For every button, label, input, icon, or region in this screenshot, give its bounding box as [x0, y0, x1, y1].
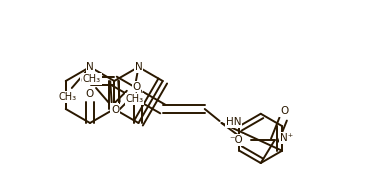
Text: N⁺: N⁺	[280, 133, 293, 143]
Text: O: O	[80, 76, 88, 86]
Text: O: O	[134, 89, 142, 99]
Text: O: O	[132, 82, 141, 92]
Text: O: O	[280, 106, 288, 116]
Text: CH₃: CH₃	[59, 92, 77, 102]
Text: CH₃: CH₃	[125, 94, 143, 104]
Text: O: O	[86, 89, 94, 99]
Text: N: N	[86, 62, 94, 72]
Text: N: N	[135, 62, 142, 72]
Text: CH₃: CH₃	[83, 74, 101, 84]
Text: O: O	[112, 105, 120, 115]
Text: HN: HN	[226, 117, 241, 127]
Text: N: N	[111, 104, 118, 114]
Text: ⁻O: ⁻O	[230, 135, 243, 145]
